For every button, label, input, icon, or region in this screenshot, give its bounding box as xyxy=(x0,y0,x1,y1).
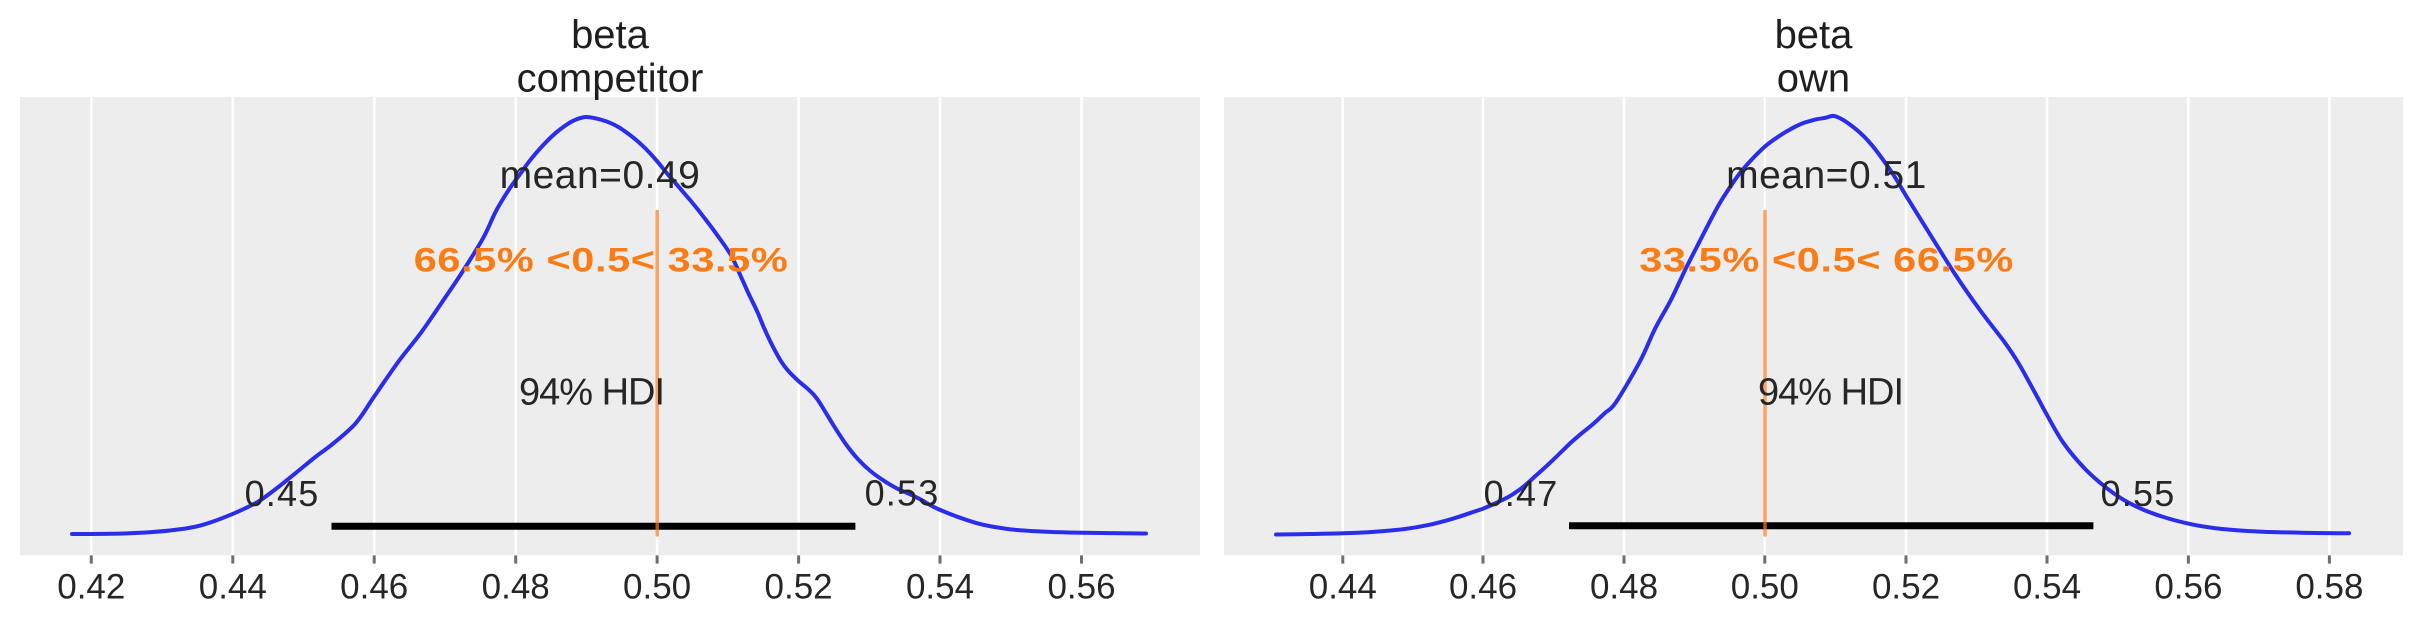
svg-text:beta: beta xyxy=(571,13,650,57)
svg-text:0.46: 0.46 xyxy=(1449,568,1517,607)
svg-text:0.54: 0.54 xyxy=(2013,568,2081,607)
svg-text:0.50: 0.50 xyxy=(623,568,691,607)
svg-text:0.46: 0.46 xyxy=(340,568,408,607)
svg-text:beta: beta xyxy=(1775,13,1854,57)
svg-text:0.56: 0.56 xyxy=(2154,568,2222,607)
svg-text:0.58: 0.58 xyxy=(2295,568,2363,607)
svg-text:0.56: 0.56 xyxy=(1047,568,1115,607)
svg-text:0.44: 0.44 xyxy=(199,568,267,607)
svg-text:0.42: 0.42 xyxy=(57,568,125,607)
svg-text:mean=0.49: mean=0.49 xyxy=(500,154,701,197)
svg-text:competitor: competitor xyxy=(517,57,704,101)
svg-text:0.52: 0.52 xyxy=(1872,568,1940,607)
svg-text:0.48: 0.48 xyxy=(482,568,550,607)
svg-text:0.55: 0.55 xyxy=(2101,473,2176,514)
svg-text:0.52: 0.52 xyxy=(765,568,833,607)
svg-text:0.48: 0.48 xyxy=(1590,568,1658,607)
svg-text:94% HDI: 94% HDI xyxy=(519,372,664,414)
svg-text:0.53: 0.53 xyxy=(865,473,940,514)
svg-text:0.54: 0.54 xyxy=(906,568,974,607)
svg-text:own: own xyxy=(1777,57,1850,101)
svg-text:33.5% <0.5< 66.5%: 33.5% <0.5< 66.5% xyxy=(1639,242,2014,280)
svg-text:0.45: 0.45 xyxy=(245,473,320,514)
svg-text:0.44: 0.44 xyxy=(1309,568,1377,607)
svg-text:94% HDI: 94% HDI xyxy=(1758,372,1903,414)
svg-text:0.50: 0.50 xyxy=(1731,568,1799,607)
svg-text:mean=0.51: mean=0.51 xyxy=(1726,154,1927,197)
svg-text:66.5% <0.5< 33.5%: 66.5% <0.5< 33.5% xyxy=(414,242,789,280)
svg-text:0.47: 0.47 xyxy=(1484,473,1559,514)
